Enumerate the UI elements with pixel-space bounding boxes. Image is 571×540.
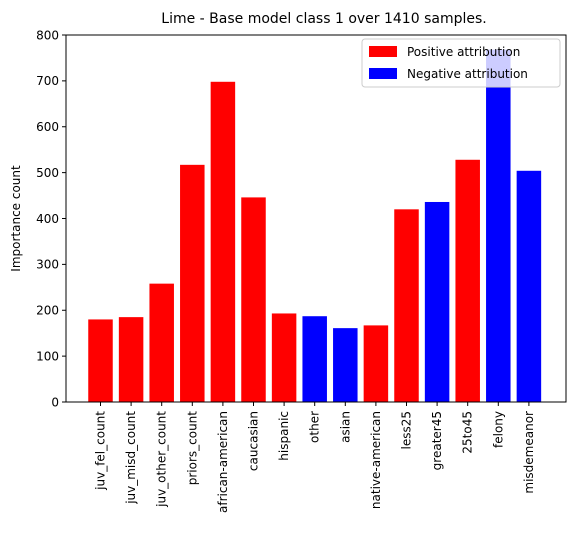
x-tick-label: caucasian: [247, 411, 261, 471]
legend-label-negative: Negative attribution: [407, 67, 528, 81]
x-tick-label: hispanic: [277, 411, 291, 461]
x-tick-label: felony: [491, 411, 505, 448]
bar-misdemeanor: [516, 170, 542, 402]
x-tick-label: african-american: [216, 411, 230, 513]
x-tick-label: juv_misd_count: [124, 411, 138, 505]
legend: Positive attribution Negative attribution: [361, 38, 561, 88]
bar-native-american: [363, 325, 389, 402]
legend-box: [361, 38, 561, 88]
legend-label-positive: Positive attribution: [407, 45, 520, 59]
x-tick-label: misdemeanor: [522, 411, 536, 494]
bar-25to45: [455, 159, 480, 402]
y-tick-label: 200: [36, 304, 59, 318]
legend-swatch-positive: [369, 46, 397, 57]
x-tick-label: juv_fel_count: [94, 411, 108, 491]
chart-title: Lime - Base model class 1 over 1410 samp…: [161, 11, 486, 27]
bar-hispanic: [271, 313, 297, 402]
x-axis: juv_fel_count juv_misd_count juv_other_cou…: [94, 402, 536, 513]
bar-greater45: [424, 201, 450, 402]
x-tick-label: other: [308, 411, 322, 443]
y-tick-label: 0: [51, 395, 59, 409]
bars-group: [88, 49, 542, 403]
x-tick-label: priors_count: [185, 411, 199, 486]
x-tick-label: 25to45: [461, 411, 475, 454]
x-tick-label: native-american: [369, 411, 383, 509]
x-tick-label: juv_other_count: [155, 411, 169, 508]
y-tick-label: 300: [36, 258, 59, 272]
bar-priors_count: [180, 164, 205, 402]
bar-caucasian: [241, 197, 266, 402]
y-tick-label: 400: [36, 212, 59, 226]
x-tick-label: greater45: [430, 411, 444, 470]
bar-juv_misd_count: [118, 317, 144, 402]
bar-juv_fel_count: [88, 319, 113, 402]
y-axis: 0 100 200 300 400 500 600 700 800: [36, 28, 66, 409]
x-tick-label: asian: [338, 411, 352, 443]
y-tick-label: 500: [36, 166, 59, 180]
bar-felony: [486, 49, 511, 403]
bar-juv_other_count: [149, 283, 174, 402]
y-axis-label: Importance count: [9, 165, 23, 272]
bar-less25: [394, 209, 419, 402]
legend-swatch-negative: [369, 68, 397, 79]
plot-frame: [65, 34, 567, 403]
x-tick-label: less25: [400, 411, 414, 450]
bar-other: [302, 316, 327, 402]
y-tick-label: 800: [36, 28, 59, 42]
y-tick-label: 600: [36, 120, 59, 134]
bar-african-american: [210, 81, 236, 402]
bar-asian: [333, 328, 358, 402]
y-tick-label: 100: [36, 349, 59, 363]
y-tick-label: 700: [36, 74, 59, 88]
